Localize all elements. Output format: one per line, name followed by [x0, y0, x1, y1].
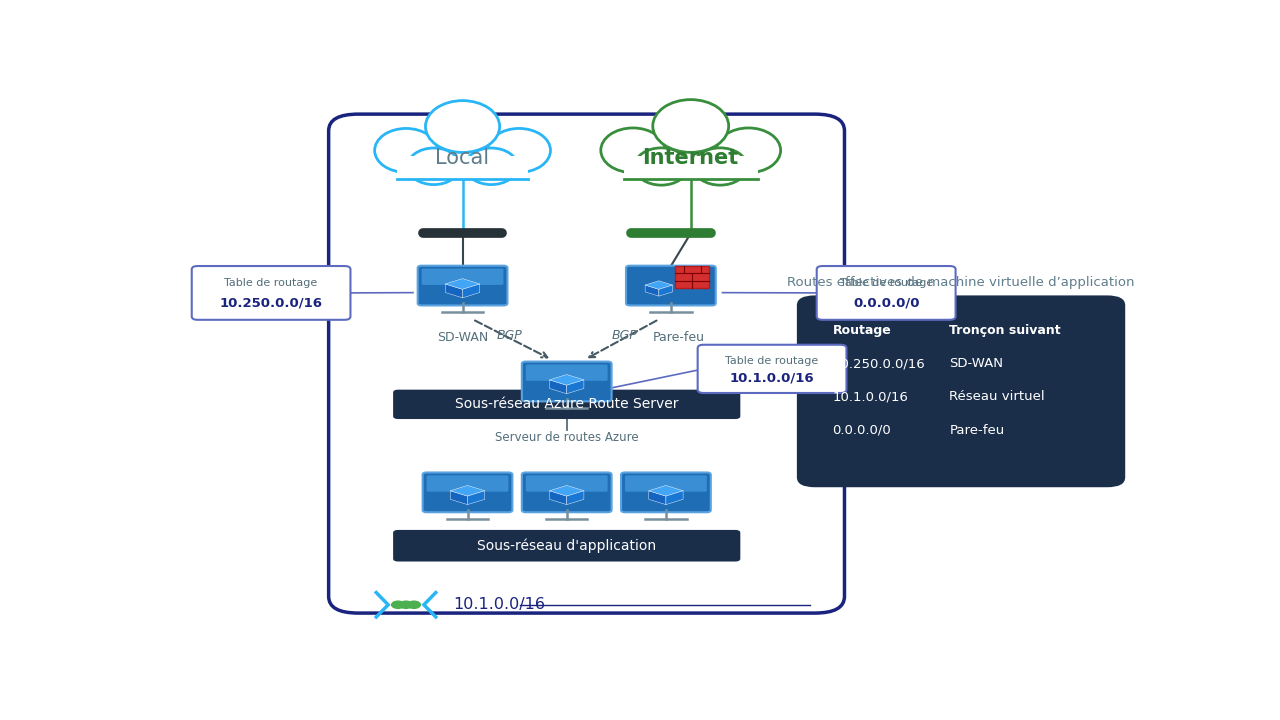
- Ellipse shape: [717, 128, 781, 173]
- Ellipse shape: [425, 101, 499, 153]
- FancyBboxPatch shape: [522, 361, 612, 401]
- Ellipse shape: [600, 128, 666, 173]
- Ellipse shape: [465, 148, 517, 184]
- FancyBboxPatch shape: [192, 266, 351, 320]
- Text: 10.1.0.0/16: 10.1.0.0/16: [730, 372, 814, 384]
- Text: Local: Local: [435, 148, 490, 168]
- Polygon shape: [549, 380, 567, 394]
- FancyBboxPatch shape: [526, 475, 608, 492]
- FancyBboxPatch shape: [676, 266, 709, 289]
- Ellipse shape: [488, 128, 550, 172]
- Text: 0.0.0.0/0: 0.0.0.0/0: [852, 297, 919, 310]
- Circle shape: [407, 601, 420, 608]
- FancyBboxPatch shape: [422, 472, 512, 512]
- Text: Routage: Routage: [832, 324, 891, 337]
- Ellipse shape: [635, 148, 689, 185]
- FancyBboxPatch shape: [797, 295, 1125, 487]
- Polygon shape: [567, 491, 584, 505]
- Circle shape: [399, 601, 412, 608]
- FancyBboxPatch shape: [426, 475, 508, 492]
- Polygon shape: [645, 285, 659, 296]
- FancyBboxPatch shape: [329, 114, 845, 613]
- Text: Serveur de routes Azure: Serveur de routes Azure: [495, 431, 639, 444]
- Text: Table de routage: Table de routage: [224, 279, 317, 289]
- Text: Internet: Internet: [643, 148, 739, 168]
- Text: 10.1.0.0/16: 10.1.0.0/16: [453, 598, 545, 612]
- Text: SD-WAN: SD-WAN: [950, 357, 1004, 370]
- Text: 10.1.0.0/16: 10.1.0.0/16: [832, 390, 909, 403]
- Polygon shape: [445, 279, 480, 289]
- Polygon shape: [549, 491, 567, 505]
- Polygon shape: [462, 284, 480, 298]
- Polygon shape: [467, 491, 485, 505]
- Text: Routes effectives de machine virtuelle d’application: Routes effectives de machine virtuelle d…: [787, 276, 1135, 289]
- Text: 10.250.0.0/16: 10.250.0.0/16: [832, 357, 925, 370]
- Bar: [623, 156, 758, 179]
- Polygon shape: [666, 491, 684, 505]
- Text: 10.250.0.0/16: 10.250.0.0/16: [220, 297, 323, 310]
- Text: SD-WAN: SD-WAN: [436, 331, 488, 344]
- Polygon shape: [549, 374, 584, 385]
- Text: Sous-réseau Azure Route Server: Sous-réseau Azure Route Server: [454, 397, 678, 411]
- FancyBboxPatch shape: [817, 266, 956, 320]
- Polygon shape: [549, 485, 584, 496]
- FancyBboxPatch shape: [526, 364, 608, 381]
- Polygon shape: [645, 281, 672, 289]
- FancyBboxPatch shape: [393, 390, 740, 419]
- Text: Pare-feu: Pare-feu: [950, 423, 1005, 436]
- Polygon shape: [451, 485, 485, 496]
- Text: BGP: BGP: [612, 329, 637, 343]
- Circle shape: [392, 601, 404, 608]
- Polygon shape: [567, 380, 584, 394]
- Ellipse shape: [694, 148, 748, 185]
- Bar: [397, 156, 529, 179]
- Text: Réseau virtuel: Réseau virtuel: [950, 390, 1044, 403]
- Text: 0.0.0.0/0: 0.0.0.0/0: [832, 423, 891, 436]
- FancyBboxPatch shape: [421, 269, 503, 285]
- FancyBboxPatch shape: [417, 266, 507, 305]
- FancyBboxPatch shape: [625, 475, 707, 492]
- Ellipse shape: [407, 148, 460, 184]
- Ellipse shape: [375, 128, 438, 172]
- Text: Sous-réseau d'application: Sous-réseau d'application: [477, 539, 657, 553]
- FancyBboxPatch shape: [621, 472, 710, 512]
- Text: Tronçon suivant: Tronçon suivant: [950, 324, 1061, 337]
- Text: Table de routage: Table de routage: [840, 279, 933, 289]
- Polygon shape: [649, 491, 666, 505]
- Polygon shape: [659, 285, 672, 296]
- Polygon shape: [445, 284, 462, 298]
- FancyBboxPatch shape: [393, 530, 740, 562]
- FancyBboxPatch shape: [626, 266, 716, 305]
- Polygon shape: [649, 485, 684, 496]
- Text: Table de routage: Table de routage: [726, 356, 819, 366]
- Ellipse shape: [653, 99, 728, 153]
- Text: BGP: BGP: [497, 329, 522, 343]
- FancyBboxPatch shape: [698, 345, 846, 393]
- FancyBboxPatch shape: [522, 472, 612, 512]
- Text: Pare-feu: Pare-feu: [653, 331, 705, 344]
- Polygon shape: [451, 491, 467, 505]
